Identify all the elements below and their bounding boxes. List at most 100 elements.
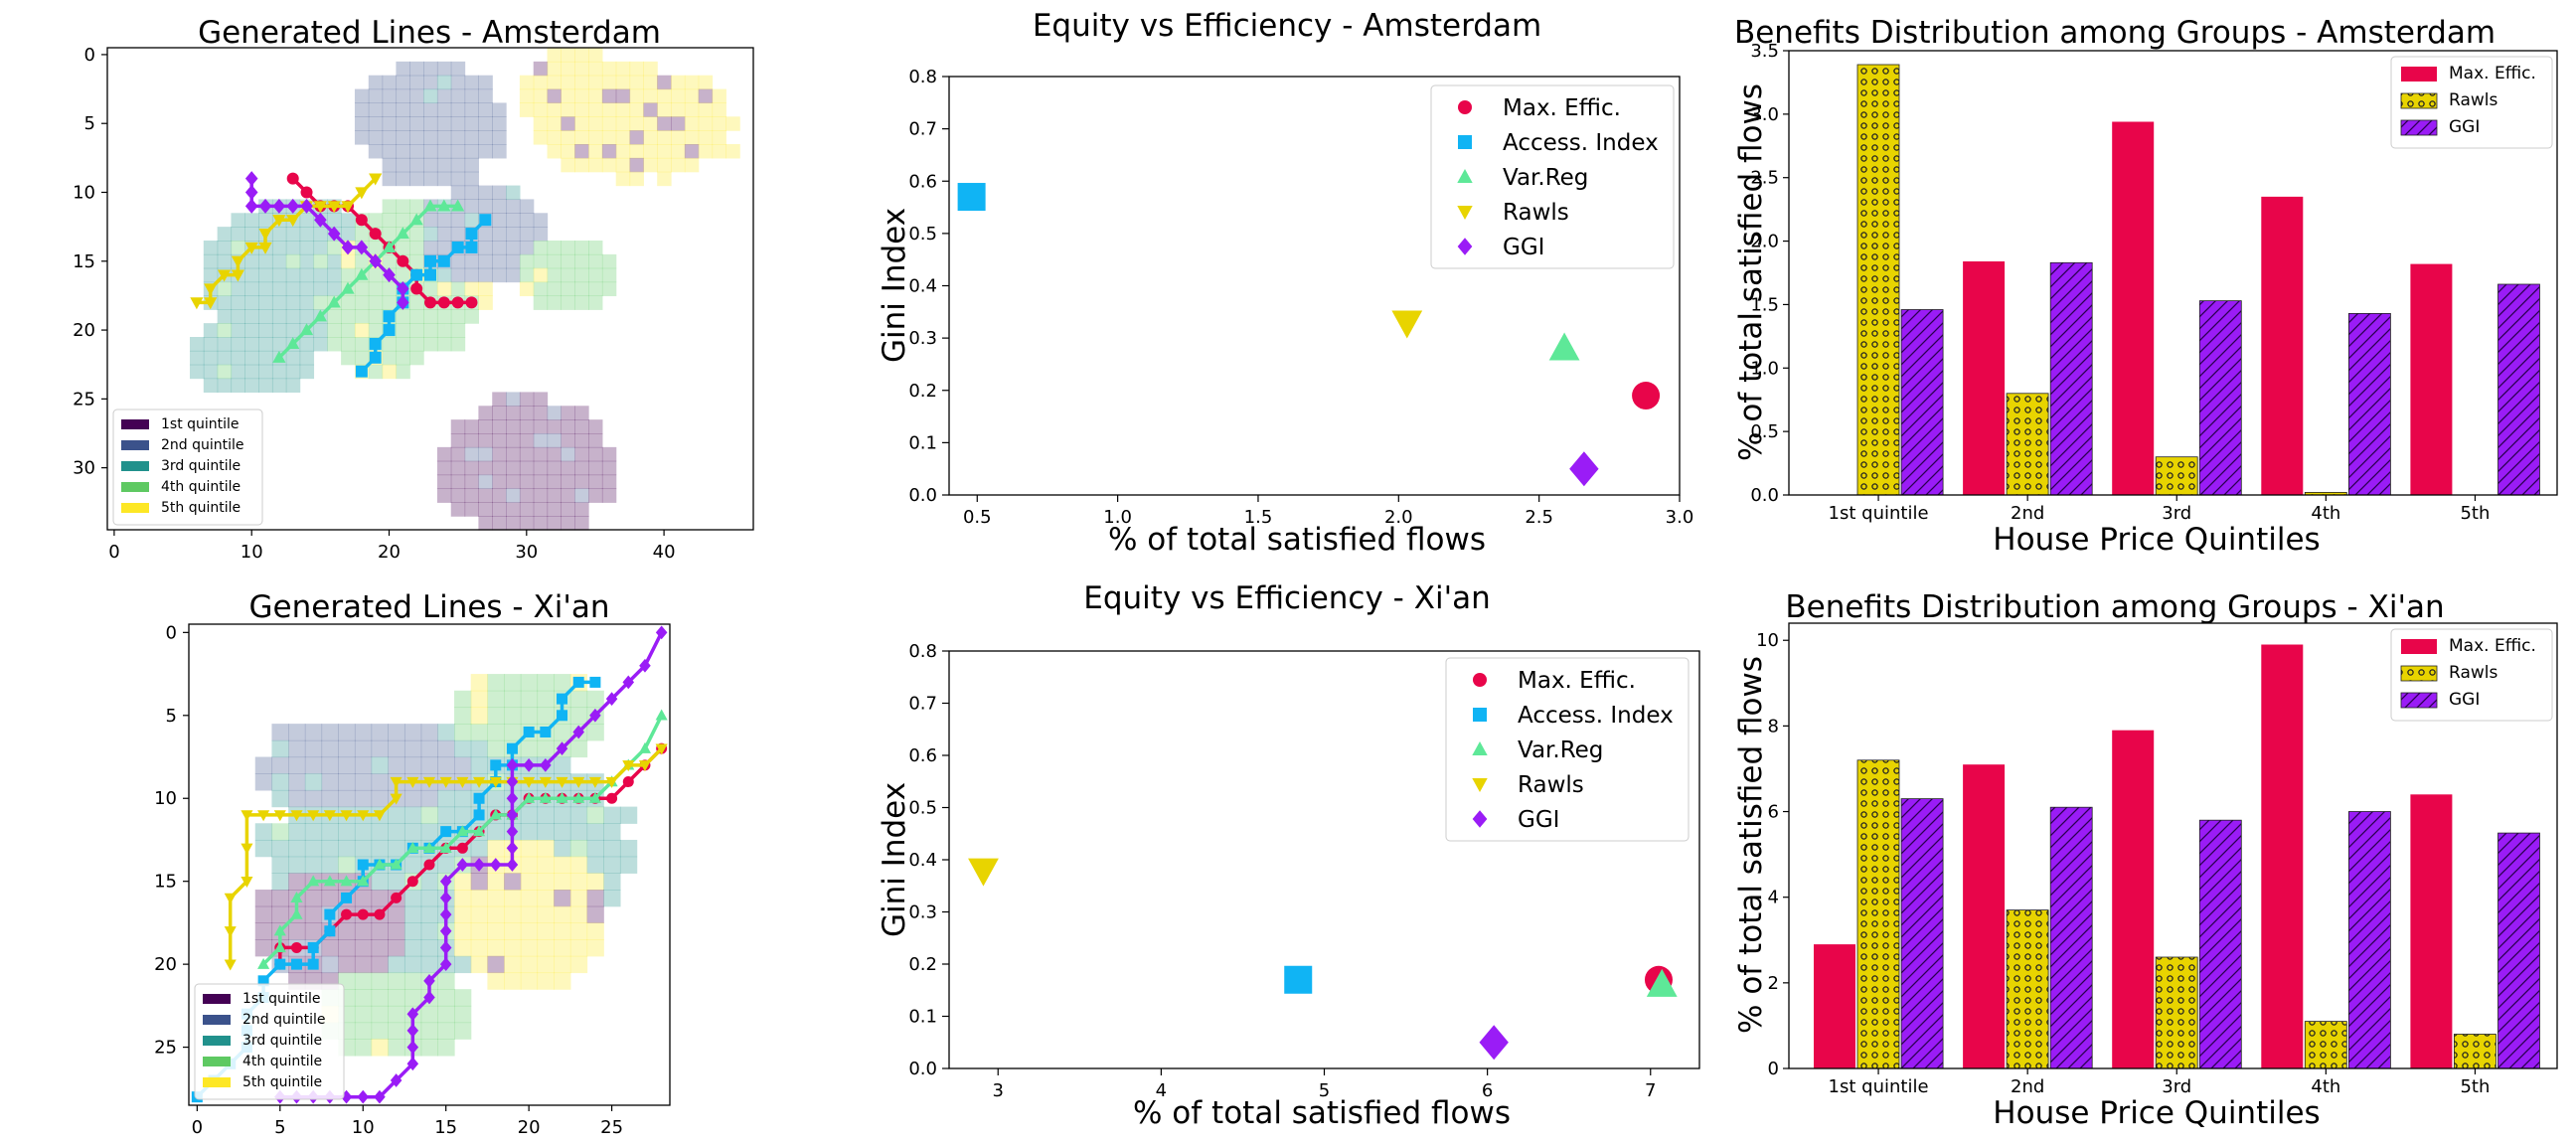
map-cell bbox=[354, 281, 370, 297]
map-cell bbox=[450, 227, 466, 242]
line-stop-marker bbox=[622, 760, 635, 772]
map-cell bbox=[588, 48, 603, 63]
line-stop-marker bbox=[473, 825, 486, 837]
legend-swatch bbox=[121, 482, 149, 492]
line-stop-marker bbox=[300, 186, 313, 199]
x-tick-label: 4th bbox=[2311, 503, 2340, 524]
x-tick-label: 5th bbox=[2460, 1076, 2490, 1097]
legend-label: Access. Index bbox=[1503, 130, 1659, 156]
map-cell bbox=[271, 773, 289, 791]
legend-label: 3rd quintile bbox=[242, 1033, 322, 1049]
bar bbox=[2347, 811, 2391, 1069]
line-stop-marker bbox=[257, 810, 270, 822]
map-cell bbox=[603, 806, 621, 824]
map-cell bbox=[423, 309, 438, 324]
map-cell bbox=[464, 130, 479, 145]
line-stop-marker bbox=[373, 810, 386, 822]
map-cell bbox=[492, 460, 507, 476]
line-stop-marker bbox=[244, 242, 258, 254]
map-cell bbox=[450, 144, 466, 159]
map-cell bbox=[470, 690, 489, 709]
map-cell bbox=[423, 241, 438, 255]
map-cell bbox=[327, 241, 342, 255]
legend-label: 1st quintile bbox=[161, 416, 240, 432]
map-cell bbox=[671, 130, 686, 145]
map-cell bbox=[354, 922, 373, 940]
map-cell bbox=[601, 157, 617, 173]
map-cell bbox=[519, 253, 535, 269]
map-cell bbox=[382, 337, 398, 352]
map-cell bbox=[299, 309, 315, 324]
line-stop-marker bbox=[357, 859, 369, 871]
map-cell bbox=[420, 1005, 438, 1024]
map-cell bbox=[203, 253, 219, 269]
map-cell bbox=[420, 955, 438, 974]
map-cell bbox=[354, 253, 370, 269]
map-cell bbox=[388, 756, 405, 774]
map-cell bbox=[519, 281, 535, 297]
y-tick-label: 15 bbox=[73, 251, 95, 272]
legend-label: Rawls bbox=[2449, 90, 2497, 110]
map-cell bbox=[217, 309, 233, 324]
map-cell bbox=[454, 756, 472, 774]
y-tick-label: 0.8 bbox=[908, 67, 937, 87]
y-tick-label: 0.6 bbox=[908, 171, 937, 192]
map-cell bbox=[506, 419, 521, 434]
legend-label: Max. Effic. bbox=[2449, 64, 2536, 83]
map-cell bbox=[506, 446, 521, 462]
map-cell bbox=[725, 144, 740, 159]
y-tick-label: 8 bbox=[1768, 716, 1779, 736]
map-cell bbox=[537, 922, 555, 940]
line-stop-marker bbox=[299, 323, 314, 336]
map-cell bbox=[520, 939, 539, 957]
map-cell bbox=[217, 253, 233, 269]
map-cell bbox=[304, 856, 323, 874]
map-cell bbox=[629, 102, 644, 117]
map-cell bbox=[588, 157, 603, 173]
map-cell bbox=[403, 806, 422, 824]
line-stop-marker bbox=[357, 908, 369, 920]
map-cell bbox=[533, 116, 549, 131]
map-cell bbox=[258, 309, 273, 324]
map-cell bbox=[561, 295, 575, 310]
map-cell bbox=[478, 460, 493, 476]
map-cell bbox=[520, 806, 539, 824]
line-stop-marker bbox=[341, 892, 353, 903]
map-cell bbox=[436, 267, 452, 283]
legend-label: Rawls bbox=[1518, 772, 1584, 798]
map-cell bbox=[519, 392, 535, 407]
map-cell bbox=[492, 253, 507, 269]
map-cell bbox=[254, 839, 273, 858]
map-cell bbox=[569, 905, 588, 924]
map-cell bbox=[382, 295, 398, 310]
map-cell bbox=[464, 502, 479, 517]
map-cell bbox=[258, 323, 273, 338]
map-cell bbox=[450, 102, 466, 117]
legend-marker bbox=[1473, 673, 1487, 687]
map-cell bbox=[561, 502, 575, 517]
map-cell bbox=[533, 392, 549, 407]
scatter-point bbox=[1646, 968, 1678, 997]
scatter-point bbox=[1632, 382, 1661, 410]
map-cell bbox=[657, 75, 672, 90]
bar bbox=[2261, 196, 2304, 495]
map-cell bbox=[388, 1022, 405, 1040]
map-cell bbox=[643, 157, 658, 173]
map-cell bbox=[341, 213, 356, 228]
map-cell bbox=[569, 890, 588, 907]
map-cell bbox=[403, 905, 422, 924]
map-cell bbox=[217, 227, 233, 242]
map-cell bbox=[588, 281, 603, 297]
map-cell bbox=[588, 474, 603, 490]
map-cell bbox=[271, 323, 287, 338]
map-cell bbox=[506, 502, 521, 517]
map-cell bbox=[506, 433, 521, 448]
line-stop-marker bbox=[290, 810, 303, 822]
x-axis-label: % of total satisfied flows bbox=[1108, 522, 1486, 558]
line-stop-marker bbox=[606, 792, 618, 804]
map-cell bbox=[454, 890, 472, 907]
map-cell bbox=[436, 488, 452, 503]
line-stop-marker bbox=[406, 841, 419, 853]
map-cell bbox=[561, 61, 575, 77]
y-tick-label: 3.0 bbox=[1750, 104, 1779, 125]
